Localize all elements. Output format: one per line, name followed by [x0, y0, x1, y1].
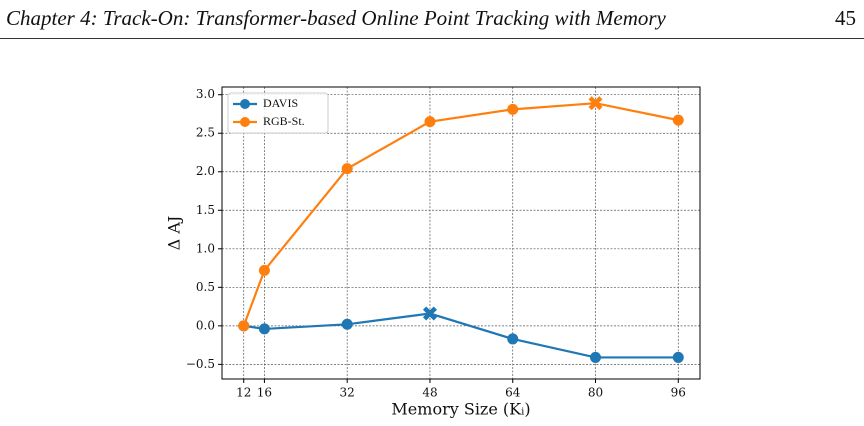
x-tick-label: 64: [505, 386, 521, 400]
best-marker: [588, 96, 603, 111]
x-axis-label: Memory Size (Kᵢ): [391, 400, 530, 419]
page-header: Chapter 4: Track-On: Transformer-based O…: [0, 0, 864, 40]
point: [341, 318, 353, 330]
x-tick-label: 12: [236, 386, 251, 400]
point: [672, 114, 684, 126]
y-axis-label: Δ AJ: [165, 216, 184, 251]
legend-marker: [240, 99, 250, 109]
legend-marker: [240, 117, 250, 127]
point: [341, 163, 353, 175]
series-line: [242, 102, 679, 327]
x-tick-label: 48: [422, 386, 437, 400]
page-number: 45: [835, 6, 856, 30]
x-tick-label: 80: [588, 386, 603, 400]
point: [258, 264, 270, 276]
y-tick-label: 1.5: [196, 203, 215, 217]
point: [507, 333, 519, 345]
point: [507, 103, 519, 115]
y-tick-label: −0.5: [186, 357, 215, 371]
point: [424, 116, 436, 128]
y-tick-label: 0.0: [196, 318, 215, 332]
y-tick-label: 2.0: [196, 164, 215, 178]
point: [258, 323, 270, 335]
running-title: Chapter 4: Track-On: Transformer-based O…: [6, 6, 666, 30]
point: [590, 351, 602, 363]
x-tick-label: 32: [340, 386, 355, 400]
point: [238, 320, 250, 332]
x-tick-label: 96: [671, 386, 686, 400]
y-tick-label: 3.0: [196, 87, 215, 101]
y-tick-label: 1.0: [196, 241, 215, 255]
point: [672, 351, 684, 363]
header-rule: [0, 38, 864, 39]
legend-label: RGB-St.: [263, 114, 305, 128]
x-tick-label: 16: [257, 386, 272, 400]
plot-frame: [221, 86, 701, 380]
y-tick-label: 2.5: [196, 126, 215, 140]
legend-label: DAVIS: [263, 96, 298, 110]
y-tick-label: 0.5: [196, 280, 215, 294]
best-marker: [422, 306, 437, 321]
series-line: [243, 312, 679, 359]
